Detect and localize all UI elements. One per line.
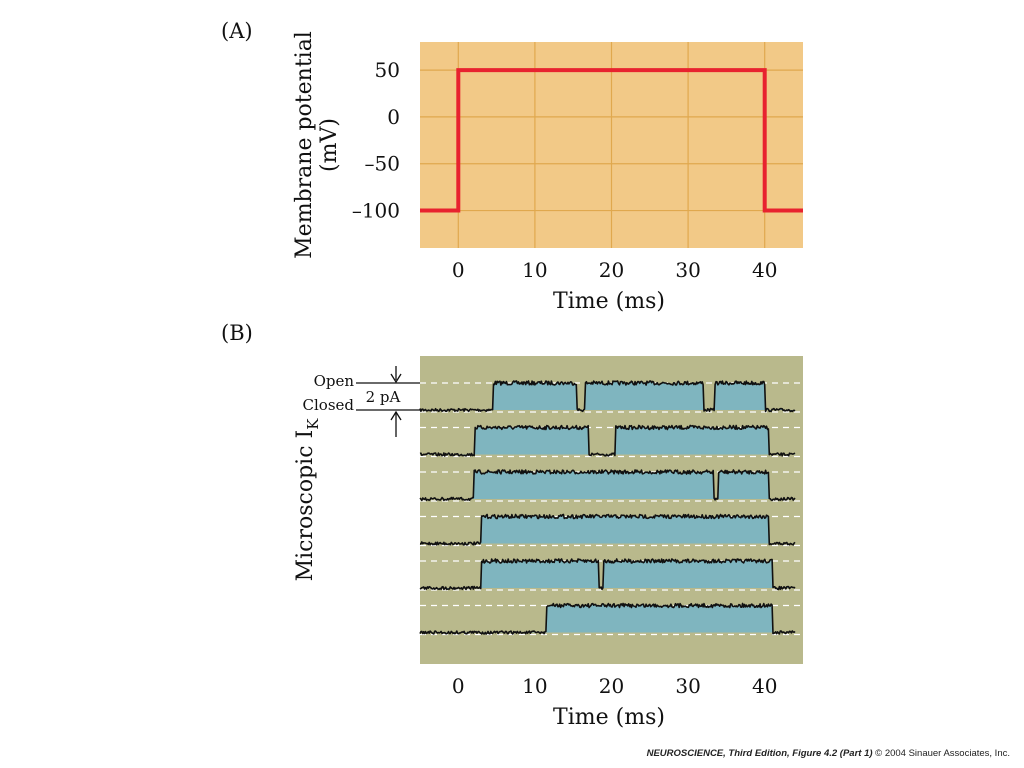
panel-a-x-axis-title: Time (ms) [553, 289, 665, 314]
caption-figure: , Figure 4.2 (Part 1) [787, 748, 873, 759]
caption-book: NEUROSCIENCE [646, 748, 724, 759]
down-arrow-icon [390, 373, 402, 384]
open-closed-annotation: Open Closed 2 pA [303, 366, 420, 437]
panel-a-y-tick-label: –50 [365, 152, 400, 176]
channel-trace-2 [419, 424, 803, 458]
panel-b-x-tick-label: 10 [522, 674, 547, 698]
scale-label: 2 pA [366, 388, 401, 406]
panel-a-y-axis-title-line2: (mV) [317, 118, 342, 172]
panel-a-x-tick-label: 20 [599, 258, 624, 282]
panel-b-x-tick-labels: 0 10 20 30 40 [452, 674, 777, 698]
panel-a-x-tick-label: 30 [675, 258, 700, 282]
panel-b-traces [419, 380, 803, 636]
panel-b-x-tick-label: 20 [599, 674, 624, 698]
panel-a-x-tick-label: 10 [522, 258, 547, 282]
panel-b-y-axis-title-subscript: K [304, 418, 322, 430]
panel-a-y-axis-title-line1: Membrane potential [292, 31, 317, 259]
panel-a-y-tick-labels: 50 0 –50 –100 [352, 58, 400, 222]
panel-b-y-axis-title-main: Microscopic I [293, 430, 318, 582]
channel-trace-5 [419, 558, 803, 591]
panel-a-label: (A) [221, 19, 253, 43]
panel-a-x-tick-labels: 0 10 20 30 40 [452, 258, 777, 282]
channel-trace-4 [419, 513, 803, 547]
open-state-fill [420, 381, 796, 412]
current-trace-line [419, 380, 796, 413]
caption-copyright: © 2004 Sinauer Associates, Inc. [872, 748, 1010, 759]
current-trace-line [419, 424, 796, 457]
closed-label: Closed [303, 396, 355, 414]
panel-b-label: (B) [221, 321, 253, 345]
panel-b-x-tick-label: 40 [752, 674, 777, 698]
current-trace-line [419, 513, 796, 546]
panel-b-y-axis-title: Microscopic IK [293, 418, 322, 582]
open-label: Open [314, 372, 355, 390]
figure-caption: NEUROSCIENCE, Third Edition, Figure 4.2 … [647, 748, 1010, 759]
panel-b: (B) 0 10 20 30 40 Time (ms) Microscopic IK O… [221, 321, 803, 730]
caption-edition: , Third Edition [723, 748, 788, 759]
open-state-fill [420, 603, 796, 634]
open-state-fill [420, 425, 796, 456]
open-state-fill [420, 470, 796, 501]
current-trace-line [419, 602, 796, 635]
panel-b-x-axis-title: Time (ms) [553, 705, 665, 730]
membrane-potential-line [420, 68, 803, 213]
panel-a-x-tick-label: 40 [752, 258, 777, 282]
panel-a-y-tick-label: 0 [387, 105, 400, 129]
panel-b-x-tick-label: 0 [452, 674, 465, 698]
channel-trace-3 [419, 469, 803, 502]
channel-trace-6 [419, 602, 803, 636]
panel-b-x-tick-label: 30 [675, 674, 700, 698]
current-trace-line [419, 469, 796, 502]
current-trace-line [419, 558, 796, 591]
open-state-fill [420, 559, 796, 590]
up-arrow-icon [390, 410, 402, 421]
panel-a-x-tick-label: 0 [452, 258, 465, 282]
panel-a: (A) 50 0 –50 –100 0 10 20 30 40 Time (ms) Membr… [221, 19, 803, 314]
open-state-fill [420, 514, 796, 545]
panel-a-y-tick-label: –100 [352, 199, 400, 223]
channel-trace-1 [419, 380, 803, 413]
panel-a-y-tick-label: 50 [375, 58, 400, 82]
